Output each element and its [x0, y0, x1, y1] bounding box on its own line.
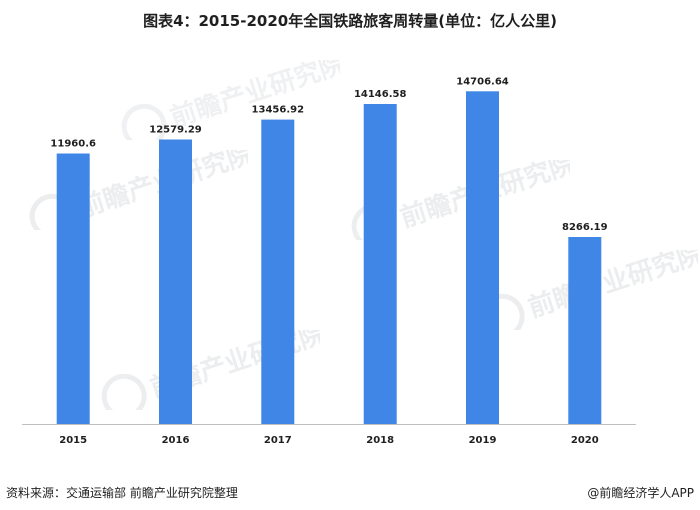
x-tick-labels: 2015 2016 2017 2018 2019 2020 [59, 435, 598, 446]
x-tick-2016: 2016 [162, 435, 190, 446]
x-tick-2020: 2020 [571, 435, 599, 446]
x-tick-2015: 2015 [59, 435, 87, 446]
labels-layer: 11960.6 12579.29 13456.92 14146.58 14706.64 8… [50, 76, 607, 233]
bar-2016 [159, 139, 192, 424]
bar-chart: 11960.6 12579.29 13456.92 14146.58 14706.64 8… [22, 76, 636, 446]
chart-title: 图表4：2015-2020年全国铁路旅客周转量(单位：亿人公里) [143, 12, 557, 30]
data-label-2018: 14146.58 [354, 89, 407, 100]
x-tick-2019: 2019 [469, 435, 497, 446]
data-label-2015: 11960.6 [50, 139, 96, 150]
bar-2019 [466, 91, 499, 425]
brand-note: @前瞻经济学人APP [587, 486, 694, 500]
bar-2018 [363, 104, 397, 424]
bar-2015 [56, 153, 90, 424]
x-tick-2017: 2017 [264, 435, 292, 446]
bars-layer [56, 91, 602, 425]
bar-2020 [568, 237, 602, 424]
data-label-2020: 8266.19 [562, 222, 608, 233]
source-note: 资料来源：交通运输部 前瞻产业研究院整理 [6, 486, 238, 500]
x-tick-2018: 2018 [366, 435, 394, 446]
data-label-2017: 13456.92 [252, 105, 305, 116]
bar-2017 [261, 119, 295, 424]
data-label-2016: 12579.29 [149, 125, 202, 136]
data-label-2019: 14706.64 [456, 76, 509, 87]
